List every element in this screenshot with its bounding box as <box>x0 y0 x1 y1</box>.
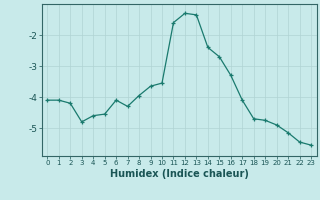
X-axis label: Humidex (Indice chaleur): Humidex (Indice chaleur) <box>110 169 249 179</box>
